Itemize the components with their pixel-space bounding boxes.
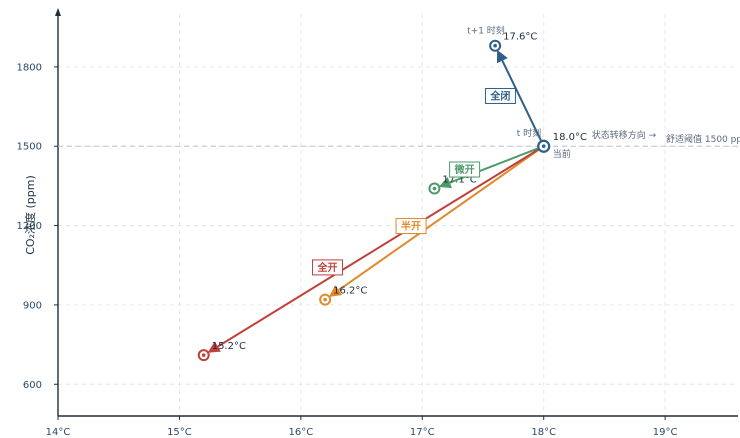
- series-end-label-3: 15.2°C: [212, 341, 246, 352]
- series-line-3: [207, 145, 545, 353]
- y-axis-arrow: [55, 8, 61, 16]
- series-end-dot-0: [493, 43, 497, 48]
- series-line-2: [328, 145, 545, 297]
- series-line-0: [496, 49, 545, 147]
- current-time-label: t 时刻: [517, 127, 541, 139]
- action-label-3: 全开: [317, 261, 338, 274]
- current-sub-label: 当前: [553, 148, 571, 160]
- series-line-1: [438, 145, 545, 189]
- y-tick-label: 1200: [17, 221, 42, 232]
- direction-note: 状态转移方向 →: [592, 129, 657, 141]
- x-tick-label: 16°C: [288, 427, 313, 438]
- x-tick-label: 14°C: [46, 427, 71, 438]
- y-tick-label: 600: [23, 380, 42, 391]
- x-tick-label: 18°C: [531, 427, 556, 438]
- series-end-dot-3: [201, 353, 206, 357]
- annotations: 17.6°C 全闭 17.1°C微开 16.2°C 半开 15.2°C 全开 18.0°C 状态…: [212, 25, 657, 352]
- axes: 14°C 15°C 16°C 17°C 18°C 19°C 600 900 1200 1500 18…: [17, 8, 738, 438]
- y-tick-label: 1500: [17, 142, 42, 153]
- series-group: [197, 39, 551, 362]
- action-box-1: [449, 161, 481, 178]
- action-box-3: [312, 259, 344, 276]
- series-end-label-2: 16.2°C: [333, 286, 367, 297]
- action-label-2: 半开: [401, 220, 421, 233]
- series-end-label-0: 17.6°C: [503, 32, 537, 43]
- action-box-2: [395, 218, 427, 235]
- action-label-0: 全闭: [489, 89, 510, 102]
- y-axis-label: CO₂浓度 (ppm): [23, 175, 37, 255]
- y-tick-label: 1800: [17, 62, 42, 73]
- grid: [58, 14, 738, 416]
- x-tick-label: 19°C: [653, 427, 678, 438]
- x-tick-label: 15°C: [167, 427, 192, 438]
- series-end-dot-1: [432, 186, 437, 191]
- series-end-dot-2: [323, 297, 327, 302]
- threshold-line: 舒适阈值 1500 ppm: [58, 133, 740, 147]
- y-tick-label: 900: [23, 300, 42, 311]
- action-label-1: 微开: [454, 163, 475, 176]
- current-state-dot: [541, 144, 546, 149]
- next-time-label: t+1 时刻: [467, 25, 505, 37]
- series-end-label-1: 17.1°C: [442, 175, 476, 186]
- threshold-label: 舒适阈值 1500 ppm: [666, 133, 740, 145]
- current-state-label: 18.0°C: [553, 132, 587, 143]
- action-box-0: [484, 87, 516, 104]
- x-tick-label: 17°C: [410, 427, 435, 438]
